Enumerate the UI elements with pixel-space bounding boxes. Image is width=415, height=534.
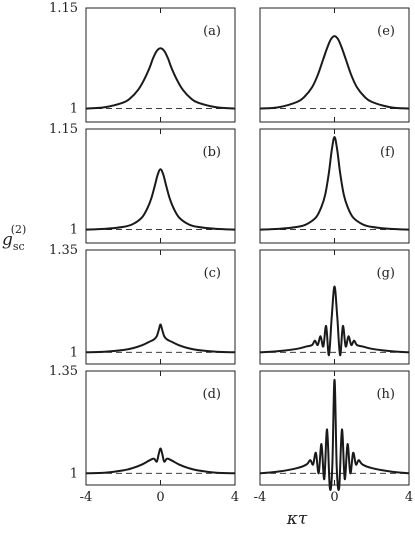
y-tick-label: 1 <box>70 345 78 360</box>
series-line <box>85 447 236 475</box>
series-line <box>259 35 410 110</box>
series-line <box>85 47 236 110</box>
y-tick-label: 1.15 <box>49 122 78 137</box>
series-line <box>85 323 236 354</box>
series-line <box>259 136 410 231</box>
panel-label: (b) <box>203 145 221 160</box>
panels: 1 1.15 (a) (e) 1 1.15 (b) (f) 1 1.35 (c) (g) 1 1.35 -4… <box>49 1 413 505</box>
panel-a: 1 1.15 (a) <box>49 1 236 123</box>
x-tick-label: -4 <box>254 490 267 505</box>
panel-g: (g) <box>259 249 410 365</box>
x-tick-label: 0 <box>330 490 338 505</box>
x-tick-label: -4 <box>80 490 93 505</box>
panel-h: -4 0 4 (h) <box>254 370 413 505</box>
y-tick-label: 1.35 <box>49 364 78 379</box>
ylabel: gsc (2) <box>2 223 26 253</box>
xlabel: κτ <box>286 509 308 529</box>
panel-f: (f) <box>259 128 410 244</box>
x-tick-label: 4 <box>405 490 413 505</box>
panel-label: (a) <box>203 24 221 39</box>
x-tick-label: 0 <box>156 490 164 505</box>
panel-d: 1 1.35 -4 0 4 (d) <box>49 364 239 505</box>
x-tick-label: 4 <box>231 490 239 505</box>
panel-b: 1 1.15 (b) <box>49 122 236 244</box>
y-tick-label: 1 <box>70 223 78 238</box>
panel-label: (e) <box>377 24 395 39</box>
panel-label: (g) <box>377 266 395 281</box>
ylabel-sub: sc <box>13 240 25 253</box>
y-tick-label: 1.15 <box>49 1 78 16</box>
panel-label: (h) <box>376 387 395 402</box>
series-line <box>259 378 410 491</box>
y-tick-label: 1 <box>70 102 78 117</box>
y-tick-label: 1.35 <box>49 243 78 258</box>
series-line <box>85 168 236 231</box>
ylabel-base: g <box>2 230 13 250</box>
ylabel-group: gsc (2) <box>2 223 26 253</box>
panel-label: (c) <box>204 266 221 281</box>
panel-label: (d) <box>203 387 221 402</box>
series-line <box>259 285 410 357</box>
ylabel-sup: (2) <box>11 223 27 236</box>
y-tick-label: 1 <box>70 466 78 481</box>
panel-c: 1 1.35 (c) <box>49 243 236 365</box>
panel-e: (e) <box>259 7 410 123</box>
panel-label: (f) <box>380 145 395 160</box>
